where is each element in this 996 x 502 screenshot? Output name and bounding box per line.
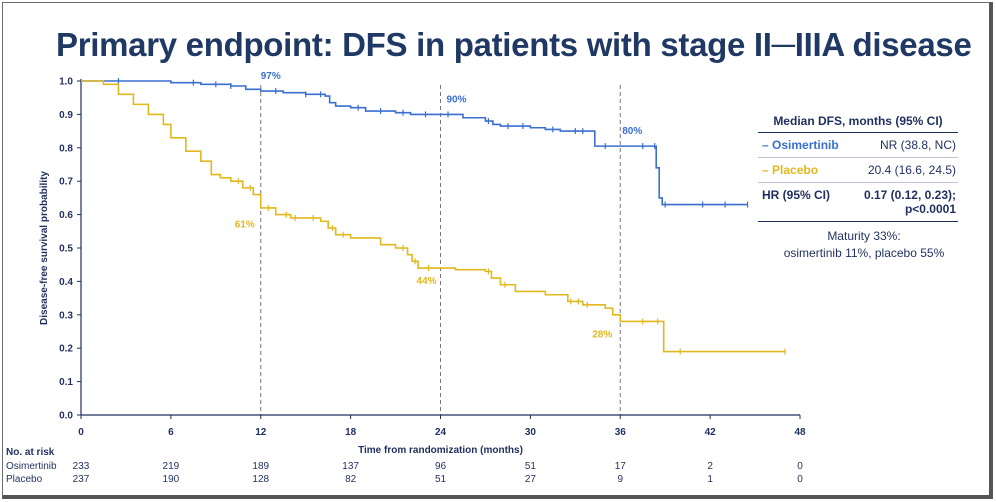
legend-row-osimertinib: – Osimertinib NR (38.8, NC) (758, 133, 958, 158)
landmark-label: 28% (592, 329, 612, 340)
landmark-label: 80% (622, 126, 642, 137)
y-tick-label: 0.3 (59, 310, 73, 321)
y-tick-label: 0.4 (59, 277, 73, 288)
x-tick-label: 36 (615, 427, 627, 438)
landmark-label: 61% (235, 219, 255, 230)
y-tick-label: 0.9 (59, 110, 73, 121)
risk-table-header: No. at risk (6, 447, 55, 458)
x-tick-label: 0 (78, 427, 84, 438)
risk-label-osimertinib: Osimertinib (6, 461, 57, 472)
y-tick-label: 0.1 (59, 377, 73, 388)
risk-value: 9 (617, 474, 624, 485)
risk-value: 82 (345, 474, 357, 485)
legend-value-placebo: 20.4 (16.6, 24.5) (867, 163, 956, 177)
y-axis-label: Disease-free survival probability (39, 171, 50, 325)
risk-value: 27 (524, 474, 536, 485)
risk-value: 51 (524, 461, 536, 472)
risk-value: 189 (252, 461, 270, 472)
x-tick-label: 48 (794, 427, 806, 438)
x-tick-label: 30 (525, 427, 537, 438)
landmark-label: 97% (261, 71, 281, 82)
maturity-note: Maturity 33%: osimertinib 11%, placebo 5… (766, 228, 962, 262)
y-tick-label: 0.6 (59, 210, 73, 221)
x-axis-label: Time from randomization (months) (358, 445, 523, 456)
x-tick-label: 12 (255, 427, 267, 438)
legend-name-osimertinib: – Osimertinib (762, 138, 839, 152)
x-tick-label: 24 (435, 427, 447, 438)
hr-p-value: p<0.0001 (904, 202, 956, 216)
hr-value: 0.17 (0.12, 0.23); (863, 188, 956, 202)
risk-value: 17 (614, 461, 626, 472)
risk-value: 0 (797, 474, 803, 485)
landmark-label: 44% (416, 276, 436, 287)
risk-value: 2 (707, 461, 713, 472)
legend-header: Median DFS, months (95% CI) (758, 114, 958, 133)
legend-table: Median DFS, months (95% CI) – Osimertini… (758, 114, 958, 222)
series-line-osimertinib (81, 80, 748, 206)
legend-row-placebo: – Placebo 20.4 (16.6, 24.5) (758, 158, 958, 183)
risk-value: 219 (162, 461, 180, 472)
legend-row-hr: HR (95% CI) 0.17 (0.12, 0.23); p<0.0001 (758, 183, 958, 222)
maturity-line-2: osimertinib 11%, placebo 55% (783, 246, 945, 260)
risk-value: 237 (72, 474, 90, 485)
y-tick-label: 0.2 (59, 344, 73, 355)
y-tick-label: 1.0 (59, 77, 73, 88)
risk-value: 128 (252, 474, 270, 485)
risk-label-placebo: Placebo (6, 474, 43, 485)
x-tick-label: 6 (168, 427, 174, 438)
risk-value: 137 (342, 461, 359, 472)
risk-value: 96 (434, 461, 447, 472)
x-tick-label: 18 (345, 427, 357, 438)
risk-value: 51 (434, 474, 447, 485)
risk-value: 1 (707, 474, 713, 485)
hr-label: HR (95% CI) (762, 188, 831, 202)
legend-name-placebo: – Placebo (762, 163, 819, 177)
y-tick-label: 0.5 (59, 244, 73, 255)
series-line-placebo (81, 80, 786, 353)
slide-title: Primary endpoint: DFS in patients with s… (56, 26, 972, 63)
maturity-line-1: Maturity 33%: (827, 229, 901, 243)
x-tick-label: 42 (705, 427, 717, 438)
legend-value-osimertinib: NR (38.8, NC) (879, 138, 956, 152)
y-tick-label: 0.0 (59, 411, 73, 422)
risk-value: 233 (72, 461, 90, 472)
y-tick-label: 0.7 (59, 177, 73, 188)
risk-value: 0 (797, 461, 803, 472)
hr-value-block: 0.17 (0.12, 0.23); p<0.0001 (864, 188, 956, 216)
landmark-label: 90% (446, 94, 466, 105)
risk-value: 190 (162, 474, 180, 485)
y-tick-label: 0.8 (59, 143, 73, 154)
